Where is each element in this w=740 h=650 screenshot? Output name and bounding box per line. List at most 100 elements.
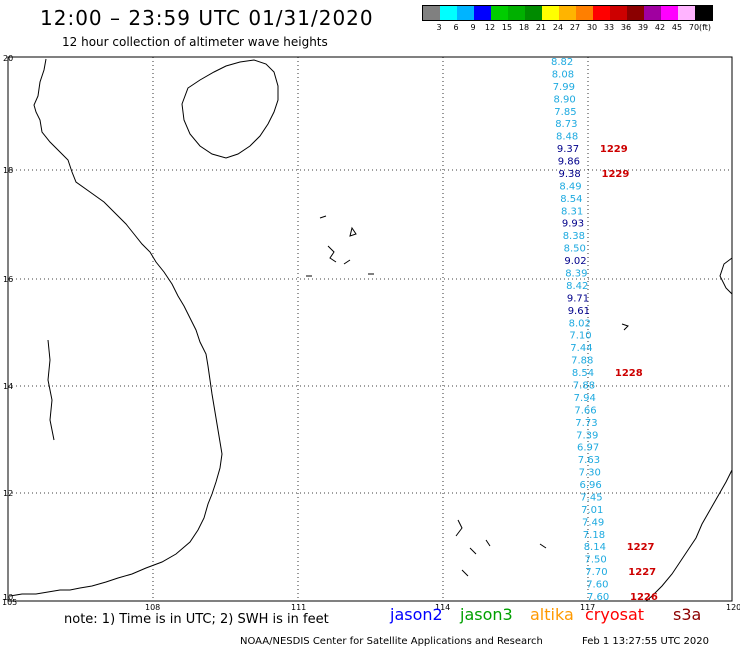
island xyxy=(621,323,629,331)
wave-height-value: 9.02 xyxy=(564,256,586,267)
generation-timestamp: Feb 1 13:27:55 UTC 2020 xyxy=(582,636,709,647)
scale-swatch xyxy=(644,6,661,20)
philippines-coastline xyxy=(719,257,733,295)
scale-swatch xyxy=(474,6,491,20)
satellite-jason2: jason2 xyxy=(390,605,443,624)
island xyxy=(469,547,477,555)
wave-height-value: 8.90 xyxy=(554,94,576,105)
wave-height-value: 9.38 xyxy=(559,169,581,180)
island xyxy=(539,543,547,549)
color-scale-bar xyxy=(422,5,713,21)
wave-height-value: 8.14 xyxy=(584,542,606,553)
satellite-altika: altika xyxy=(530,605,574,624)
lon-label: 120 xyxy=(726,603,740,612)
lon-label: 117 xyxy=(580,603,595,612)
scale-label: 45 xyxy=(671,23,683,32)
wave-height-value: 8.50 xyxy=(564,244,586,255)
scale-label: 36 xyxy=(620,23,632,32)
scale-label: 33 xyxy=(603,23,615,32)
scale-label: 12 xyxy=(484,23,496,32)
wave-height-value: 8.31 xyxy=(561,206,583,217)
scale-swatch xyxy=(457,6,474,20)
island xyxy=(485,539,491,547)
wave-height-value: 6.97 xyxy=(577,443,599,454)
map-title: 12:00 – 23:59 UTC 01/31/2020 xyxy=(40,6,374,30)
wave-height-value: 8.48 xyxy=(556,132,578,143)
coastline xyxy=(9,58,733,602)
scale-label: 27 xyxy=(569,23,581,32)
scale-label: 3 xyxy=(436,23,442,32)
pass-time-label: 1229 xyxy=(602,169,630,180)
wave-height-value: 7.70 xyxy=(585,567,607,578)
scale-label: 18 xyxy=(518,23,530,32)
lat-label: 14 xyxy=(3,382,13,391)
wave-height-value: 9.71 xyxy=(567,293,589,304)
axis-labels: 105 108 111 114 117 120 20 18 16 14 12 1… xyxy=(2,54,740,612)
scale-label: 21 xyxy=(535,23,547,32)
lon-label: 108 xyxy=(145,603,160,612)
lon-label: 111 xyxy=(291,603,306,612)
lat-label: 16 xyxy=(3,275,13,284)
map-frame xyxy=(7,56,733,602)
island xyxy=(327,245,337,263)
wave-height-value: 6.96 xyxy=(580,480,602,491)
footer-note: note: 1) Time is in UTC; 2) SWH is in fe… xyxy=(64,612,329,627)
wave-height-value: 8.49 xyxy=(559,181,581,192)
pass-time-label: 1229 xyxy=(600,144,628,155)
wave-height-value: 8.54 xyxy=(560,194,582,205)
scale-swatch xyxy=(627,6,644,20)
wave-height-value: 7.30 xyxy=(579,468,601,479)
pass-time-label: 1227 xyxy=(627,542,655,553)
color-scale-legend: 3 6 9 12 15 18 21 24 27 30 33 36 39 42 45 70 (ft) xyxy=(422,5,713,33)
wave-height-value: 9.86 xyxy=(558,157,580,168)
island xyxy=(319,215,327,219)
scale-swatch xyxy=(610,6,627,20)
satellite-cryosat: cryosat xyxy=(585,605,645,624)
wave-height-value: 7.73 xyxy=(575,418,597,429)
scale-swatch xyxy=(423,6,440,20)
island xyxy=(343,259,351,265)
scale-swatch xyxy=(593,6,610,20)
wave-height-value: 7.50 xyxy=(585,555,607,566)
color-scale-labels: 3 6 9 12 15 18 21 24 27 30 33 36 39 42 45 70 (ft) xyxy=(422,21,713,33)
scale-swatch xyxy=(661,6,678,20)
wave-height-value: 7.85 xyxy=(554,107,576,118)
scale-label: 24 xyxy=(552,23,564,32)
wave-height-value: 7.10 xyxy=(569,331,591,342)
wave-height-value: 8.42 xyxy=(566,281,588,292)
wave-height-value: 8.08 xyxy=(552,69,574,80)
paracel-islands xyxy=(306,215,629,577)
satellite-jason3: jason3 xyxy=(460,605,513,624)
scale-label: 70 xyxy=(688,23,700,32)
lat-label: 12 xyxy=(3,489,13,498)
scale-swatch xyxy=(440,6,457,20)
wave-height-value: 7.60 xyxy=(587,592,609,603)
satellite-s3a: s3a xyxy=(673,605,702,624)
wave-height-value: 8.38 xyxy=(563,231,585,242)
vietnam-coastline xyxy=(9,58,223,597)
wave-height-value: 8.82 xyxy=(551,57,573,68)
wave-height-value: 7.18 xyxy=(583,530,605,541)
scale-label: 42 xyxy=(654,23,666,32)
lat-label: 18 xyxy=(3,166,13,175)
wave-height-value: 7.88 xyxy=(571,356,593,367)
pass-time-label: 1228 xyxy=(615,368,643,379)
wave-height-value: 7.45 xyxy=(580,493,602,504)
scale-unit: (ft) xyxy=(698,23,712,32)
island xyxy=(461,569,469,577)
wave-height-value: 9.37 xyxy=(557,144,579,155)
credit-line: NOAA/NESDIS Center for Satellite Applica… xyxy=(240,636,543,647)
wave-height-value: 8.73 xyxy=(555,119,577,130)
wave-height-value: 7.63 xyxy=(578,455,600,466)
pass-time-label: 1226 xyxy=(630,592,658,603)
wave-height-value: 8.54 xyxy=(572,368,594,379)
wave-height-value: 7.49 xyxy=(582,517,604,528)
graticule xyxy=(8,57,732,601)
wave-height-value: 9.61 xyxy=(568,306,590,317)
island xyxy=(349,226,357,237)
lon-label: 105 xyxy=(2,598,17,607)
island xyxy=(455,519,463,537)
wave-height-value: 9.93 xyxy=(562,219,584,230)
wave-height-track: 8.828.08 7.998.90 7.858.73 8.489.37 1229 9.86… xyxy=(551,57,658,603)
